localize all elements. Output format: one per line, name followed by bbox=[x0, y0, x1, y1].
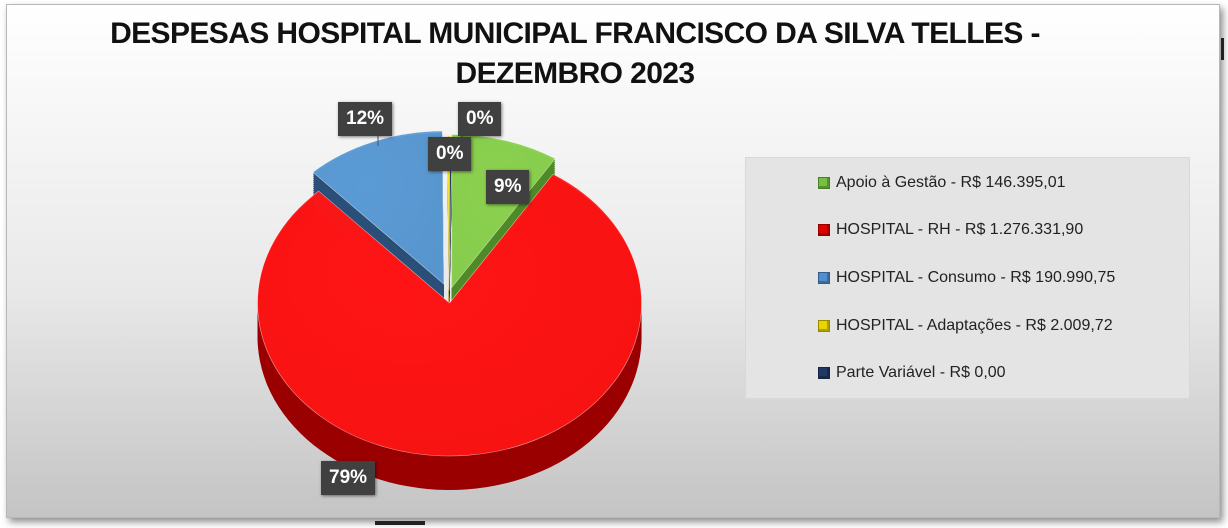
pie-slice bbox=[312, 130, 445, 285]
frame-edge-mark bbox=[375, 521, 425, 525]
legend-label: Parte Variável - R$ 0,00 bbox=[836, 364, 1006, 381]
data-label-apoio: 9% bbox=[486, 170, 530, 204]
chart-legend: Apoio à Gestão - R$ 146.395,01 HOSPITAL … bbox=[745, 157, 1190, 399]
frame-edge-mark bbox=[1221, 38, 1224, 60]
data-label-consumo: 12% bbox=[338, 102, 393, 136]
legend-label: Apoio à Gestão - R$ 146.395,01 bbox=[836, 174, 1066, 191]
data-label-adaptacoes: 0% bbox=[458, 102, 502, 136]
legend-item: Parte Variável - R$ 0,00 bbox=[818, 361, 1006, 385]
data-label-parte-variavel: 0% bbox=[428, 137, 472, 171]
chart-title: DESPESAS HOSPITAL MUNICIPAL FRANCISCO DA… bbox=[110, 17, 1040, 90]
legend-swatch bbox=[818, 367, 830, 379]
legend-item: HOSPITAL - Consumo - R$ 190.990,75 bbox=[818, 266, 1115, 290]
legend-item: HOSPITAL - Adaptações - R$ 2.009,72 bbox=[818, 314, 1113, 338]
legend-label: HOSPITAL - Consumo - R$ 190.990,75 bbox=[836, 269, 1116, 286]
pie-slice bbox=[257, 173, 642, 457]
data-label-rh: 79% bbox=[321, 461, 376, 495]
legend-label: HOSPITAL - RH - R$ 1.276.331,90 bbox=[836, 221, 1084, 238]
legend-swatch bbox=[818, 320, 830, 332]
legend-swatch bbox=[818, 272, 830, 284]
legend-swatch bbox=[818, 177, 830, 189]
pie-slice bbox=[447, 135, 451, 290]
legend-swatch bbox=[818, 224, 830, 236]
legend-item: Apoio à Gestão - R$ 146.395,01 bbox=[818, 171, 1066, 195]
legend-item: HOSPITAL - RH - R$ 1.276.331,90 bbox=[818, 218, 1083, 242]
legend-label: HOSPITAL - Adaptações - R$ 2.009,72 bbox=[836, 317, 1113, 334]
